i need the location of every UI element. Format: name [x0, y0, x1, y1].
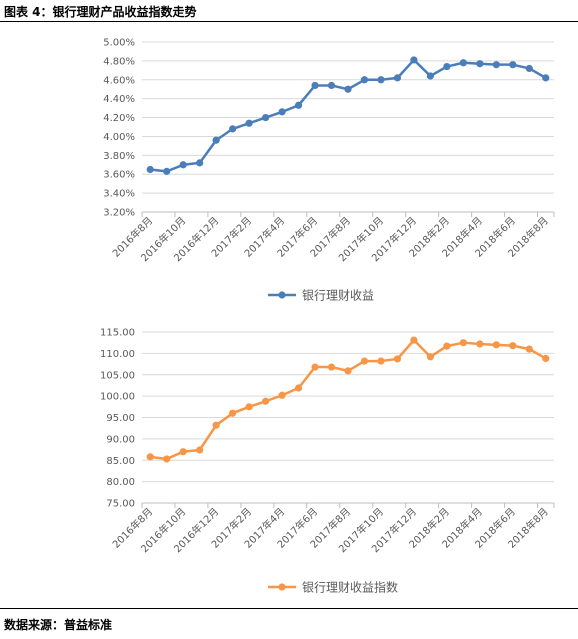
y-tick-label: 5.00% — [103, 38, 135, 49]
y-tick-label: 90.00 — [106, 434, 135, 445]
data-point — [229, 125, 237, 133]
data-point — [410, 56, 418, 64]
legend-label: 银行理财收益 — [302, 289, 374, 303]
data-point — [179, 161, 187, 169]
data-point — [344, 85, 352, 93]
data-point — [525, 345, 533, 353]
data-point — [542, 74, 550, 82]
y-tick-label: 4.60% — [103, 75, 135, 86]
bottom-rule — [0, 608, 578, 609]
data-point — [476, 340, 484, 348]
data-point — [459, 59, 467, 67]
data-point — [377, 357, 385, 365]
data-point — [426, 72, 434, 80]
figure-source: 数据来源：普益标准 — [4, 618, 113, 632]
y-tick-label: 115.00 — [100, 328, 135, 339]
data-point — [509, 61, 517, 69]
data-point — [229, 409, 237, 417]
data-point — [163, 455, 171, 463]
data-point — [443, 342, 451, 350]
y-tick-label: 3.40% — [103, 189, 135, 200]
yield-line-chart: 3.20% 3.40% 3.60% 3.80% 4.00% 4.20% 4.40% 4.60%… — [103, 38, 555, 303]
series-line — [150, 58, 547, 173]
data-point — [509, 342, 517, 350]
data-point — [179, 448, 187, 456]
y-tick-label: 80.00 — [106, 477, 135, 488]
data-point — [476, 60, 484, 68]
y-tick-label: 4.40% — [103, 94, 135, 105]
y-tick-label: 3.80% — [103, 151, 135, 162]
data-point — [360, 76, 369, 84]
figure-title: 图表 4：银行理财产品收益指数走势 — [4, 5, 197, 19]
y-tick-label: 110.00 — [100, 349, 135, 360]
gridlines — [142, 331, 554, 504]
data-point — [196, 446, 204, 454]
data-point — [245, 403, 253, 411]
data-point — [245, 119, 253, 127]
data-point — [344, 367, 352, 375]
data-point — [212, 421, 220, 429]
data-point — [327, 363, 336, 371]
data-point — [393, 355, 402, 363]
series-line — [150, 338, 547, 461]
legend-marker — [278, 291, 286, 299]
y-tick-label: 85.00 — [106, 456, 135, 467]
gridlines — [142, 41, 554, 213]
y-tick-label: 3.60% — [103, 170, 135, 181]
data-point — [426, 353, 434, 361]
data-point — [492, 61, 500, 69]
data-point — [212, 136, 220, 144]
data-point — [360, 357, 369, 365]
data-point — [492, 341, 500, 349]
data-point — [294, 384, 303, 392]
y-tick-label: 95.00 — [106, 413, 135, 424]
y-tick-label: 75.00 — [106, 499, 135, 510]
yield-index-line-chart: 75.00 80.00 85.00 90.00 95.00 100.00 105.00 110… — [100, 328, 555, 595]
data-point — [377, 76, 385, 84]
data-point — [278, 391, 286, 399]
data-point — [410, 336, 418, 344]
data-point — [525, 64, 533, 73]
y-tick-label: 4.80% — [103, 56, 135, 67]
y-tick-label: 105.00 — [100, 370, 135, 381]
top-rule — [0, 21, 578, 22]
y-tick-label: 4.20% — [103, 113, 135, 124]
data-point — [459, 339, 467, 347]
data-point — [196, 159, 204, 167]
data-point — [311, 81, 319, 90]
legend-marker — [278, 583, 286, 591]
data-point — [262, 397, 270, 405]
data-point — [311, 363, 319, 371]
data-point — [393, 74, 402, 82]
y-tick-label: 100.00 — [100, 392, 135, 403]
legend-label: 银行理财收益指数 — [302, 580, 398, 595]
y-tick-label: 3.20% — [103, 208, 135, 219]
data-point — [146, 453, 154, 461]
data-point — [294, 101, 303, 109]
data-point — [327, 81, 336, 90]
data-point — [443, 62, 451, 71]
data-point — [146, 165, 154, 174]
data-point — [542, 354, 550, 363]
data-point — [262, 113, 270, 122]
y-tick-label: 4.00% — [103, 132, 135, 143]
data-point — [278, 108, 286, 116]
data-point — [163, 167, 171, 175]
